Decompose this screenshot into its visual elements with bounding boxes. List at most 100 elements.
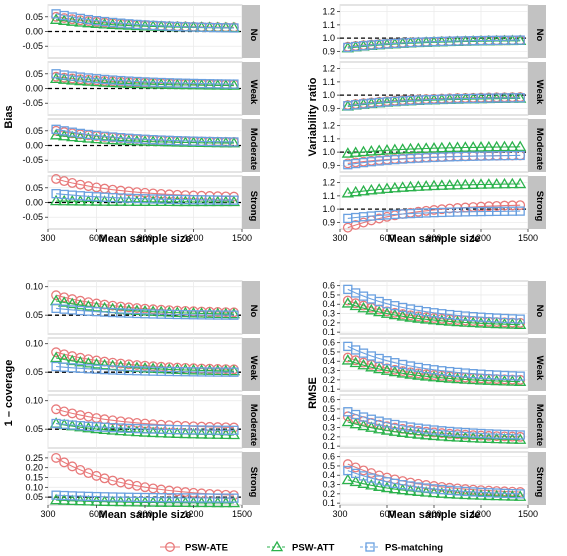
marker-triangle	[349, 185, 362, 197]
marker-triangle	[412, 180, 425, 191]
marker-triangle	[373, 480, 386, 491]
marker-triangle	[380, 364, 394, 375]
facet-label: No	[248, 29, 259, 42]
marker-triangle	[498, 374, 511, 386]
marker-triangle	[467, 141, 480, 152]
marker-triangle	[98, 133, 111, 144]
marker-triangle	[163, 427, 176, 438]
marker-triangle	[365, 303, 378, 315]
marker-triangle	[211, 195, 224, 207]
tick-label-y: 0.2	[322, 489, 335, 499]
marker-triangle	[203, 195, 216, 207]
marker-triangle	[74, 195, 87, 206]
marker-triangle	[412, 369, 425, 380]
facet-weak: 0.9 1.0 1.1 1.2 Weak	[322, 61, 546, 116]
facet-strip	[242, 395, 260, 448]
marker-triangle	[396, 367, 409, 378]
series-ps-matching	[343, 284, 525, 324]
series-ps-matching	[343, 35, 525, 53]
marker-circle	[59, 457, 70, 468]
marker-triangle	[373, 183, 386, 194]
marker-triangle	[171, 136, 184, 147]
marker-triangle	[341, 186, 354, 198]
tick-label-y: -0.05	[22, 212, 43, 222]
marker-triangle	[82, 421, 95, 433]
marker-triangle	[114, 18, 127, 30]
tick-label-y: 0.00	[25, 141, 43, 151]
marker-triangle	[388, 143, 401, 155]
tick-label-x: 1200	[471, 233, 491, 243]
tick-label-x: 300	[332, 509, 347, 519]
facet-strip	[242, 281, 260, 334]
marker-triangle	[404, 427, 417, 438]
tick-label-x: 1500	[518, 509, 538, 519]
series-psw-att	[341, 354, 527, 386]
marker-triangle	[155, 78, 168, 89]
marker-triangle	[155, 426, 168, 438]
marker-triangle	[498, 177, 511, 189]
marker-triangle	[219, 364, 232, 376]
series-line	[347, 97, 521, 107]
marker-triangle	[227, 364, 241, 376]
marker-triangle	[74, 355, 87, 367]
tick-label-x: 1500	[518, 233, 538, 243]
marker-triangle	[365, 145, 378, 156]
tick-label-x: 900	[137, 509, 152, 519]
marker-triangle	[514, 177, 527, 189]
tick-label-x: 1200	[183, 233, 203, 243]
series-line	[56, 365, 234, 373]
marker-triangle	[506, 490, 519, 501]
tick-label-y: 1.1	[322, 191, 335, 201]
facet-label: Weak	[534, 356, 545, 381]
marker-triangle	[187, 306, 200, 318]
tick-label-y: 0.15	[25, 473, 43, 483]
marker-triangle	[474, 178, 488, 189]
marker-triangle	[357, 419, 370, 431]
facet-weak: 0.10.20.30.40.50.6 Weak	[322, 337, 546, 394]
series-ps-matching	[343, 150, 525, 170]
facet-strong: 0.9 1.0 1.1 1.2 Strong	[322, 175, 546, 233]
marker-triangle	[187, 136, 200, 147]
tick-label-y: 0.4	[322, 413, 335, 423]
legend-label: PS-matching	[385, 543, 443, 554]
marker-triangle	[179, 78, 192, 90]
facet-moderate: -0.05 0.00 0.05 Moderate	[22, 118, 260, 173]
marker-triangle	[506, 318, 519, 329]
tick-label-y: 0.2	[322, 375, 335, 385]
facet-label: No	[534, 305, 545, 318]
legend-label: PSW-ATT	[292, 543, 335, 554]
marker-triangle	[146, 305, 160, 316]
tick-label-y: 1.2	[322, 7, 335, 17]
marker-triangle	[435, 314, 448, 326]
marker-triangle	[219, 79, 232, 90]
marker-circle	[515, 200, 526, 211]
marker-triangle	[365, 478, 378, 490]
marker-triangle	[219, 195, 232, 207]
marker-triangle	[163, 78, 176, 89]
facet-strong: 0.10.20.30.40.50.6 Strong	[322, 451, 546, 508]
series-psw-att	[341, 297, 527, 329]
facet-no: 0.9 1.0 1.1 1.2 No	[322, 4, 546, 59]
marker-triangle	[388, 482, 401, 494]
marker-triangle	[106, 424, 119, 435]
marker-triangle	[341, 354, 354, 365]
marker-triangle	[195, 364, 208, 375]
marker-triangle	[506, 140, 519, 152]
marker-triangle	[451, 431, 464, 442]
series-psw-att	[49, 194, 241, 207]
marker-circle	[405, 310, 416, 321]
marker-circle	[405, 367, 416, 378]
marker-triangle	[459, 488, 472, 500]
marker-triangle	[114, 134, 127, 145]
marker-triangle	[98, 423, 111, 434]
marker-circle	[483, 201, 494, 212]
marker-triangle	[357, 477, 370, 488]
series-line	[347, 345, 521, 377]
marker-triangle	[435, 141, 448, 153]
marker-triangle	[467, 178, 480, 189]
marker-triangle	[146, 78, 160, 89]
tick-label-y: 1.0	[322, 204, 335, 214]
tick-label-y: 0.1	[322, 498, 335, 508]
facet-no: -0.05 0.00 0.05 No	[22, 4, 260, 59]
marker-triangle	[138, 195, 152, 206]
